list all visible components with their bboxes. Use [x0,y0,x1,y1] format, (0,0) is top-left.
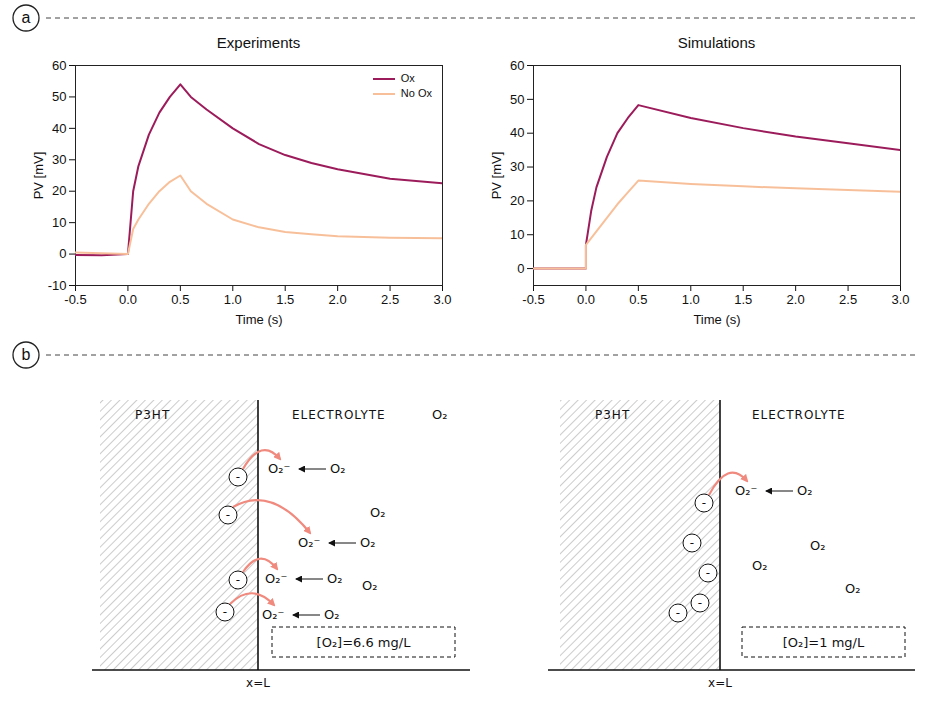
svg-text:1.5: 1.5 [276,292,294,307]
svg-text:-0.5: -0.5 [64,292,86,307]
svg-text:Time (s): Time (s) [693,312,740,327]
svg-text:O₂: O₂ [370,505,385,520]
svg-text:1.0: 1.0 [682,292,700,307]
svg-text:-: - [676,606,680,620]
svg-text:30: 30 [510,159,524,174]
html-text:No Ox: No Ox [400,87,432,99]
svg-text:x=L: x=L [708,676,732,690]
svg-text:40: 40 [510,125,524,140]
svg-text:60: 60 [510,58,524,73]
svg-text:O₂: O₂ [327,571,342,586]
svg-text:O₂: O₂ [432,407,447,422]
html-text:Ox: Ox [400,72,415,84]
svg-text:10: 10 [510,227,524,242]
svg-text:1.5: 1.5 [734,292,752,307]
svg-text:O₂: O₂ [330,461,345,476]
svg-text:40: 40 [52,121,66,136]
svg-text:O₂: O₂ [360,535,375,550]
svg-text:2.5: 2.5 [381,292,399,307]
svg-text:0.0: 0.0 [577,292,595,307]
svg-text:O₂: O₂ [797,483,812,498]
svg-text:O₂⁻: O₂⁻ [262,607,284,622]
svg-text:O₂: O₂ [752,558,767,573]
svg-text:PV [mV]: PV [mV] [489,152,504,200]
svg-text:-: - [690,536,694,550]
svg-text:P3HT: P3HT [595,408,630,422]
svg-text:-0.5: -0.5 [522,292,544,307]
svg-text:-10: -10 [48,278,67,293]
svg-text:[O₂]=1 mg/L: [O₂]=1 mg/L [783,635,865,650]
svg-text:-: - [223,605,227,619]
svg-text:-: - [698,596,702,610]
svg-text:0: 0 [517,261,524,276]
svg-text:O₂: O₂ [845,581,860,596]
svg-text:0.0: 0.0 [119,292,137,307]
svg-text:P3HT: P3HT [135,408,170,422]
svg-text:20: 20 [510,193,524,208]
svg-text:3.0: 3.0 [891,292,909,307]
svg-text:20: 20 [52,183,66,198]
svg-text:a: a [22,9,31,26]
svg-text:b: b [22,346,31,363]
html-text:Experiments: Experiments [216,34,301,51]
svg-text:50: 50 [52,89,66,104]
svg-text:50: 50 [510,92,524,107]
svg-text:ELECTROLYTE: ELECTROLYTE [752,408,846,422]
svg-text:O₂⁻: O₂⁻ [268,461,290,476]
svg-text:[O₂]=6.6 mg/L: [O₂]=6.6 mg/L [317,635,412,650]
svg-text:-: - [706,566,710,580]
svg-text:x=L: x=L [246,676,270,690]
svg-text:0.5: 0.5 [171,292,189,307]
svg-text:2.0: 2.0 [329,292,347,307]
svg-text:10: 10 [52,215,66,230]
html-text:Simulations: Simulations [677,34,756,51]
svg-text:-: - [236,470,240,484]
svg-text:-: - [702,496,706,510]
svg-text:3.0: 3.0 [433,292,451,307]
svg-text:ELECTROLYTE: ELECTROLYTE [292,408,386,422]
svg-text:0: 0 [59,246,66,261]
svg-text:-: - [236,573,240,587]
svg-text:2.0: 2.0 [787,292,805,307]
svg-text:O₂⁻: O₂⁻ [265,571,287,586]
svg-text:O₂⁻: O₂⁻ [735,483,757,498]
svg-text:PV [mV]: PV [mV] [31,152,46,200]
svg-text:O₂: O₂ [810,538,825,553]
svg-text:2.5: 2.5 [839,292,857,307]
svg-text:0.5: 0.5 [629,292,647,307]
svg-text:O₂⁻: O₂⁻ [298,535,320,550]
svg-text:O₂: O₂ [362,578,377,593]
svg-text:60: 60 [52,58,66,73]
svg-text:-: - [226,508,230,522]
svg-text:1.0: 1.0 [224,292,242,307]
svg-text:O₂: O₂ [324,607,339,622]
svg-text:30: 30 [52,152,66,167]
svg-text:Time (s): Time (s) [235,312,282,327]
